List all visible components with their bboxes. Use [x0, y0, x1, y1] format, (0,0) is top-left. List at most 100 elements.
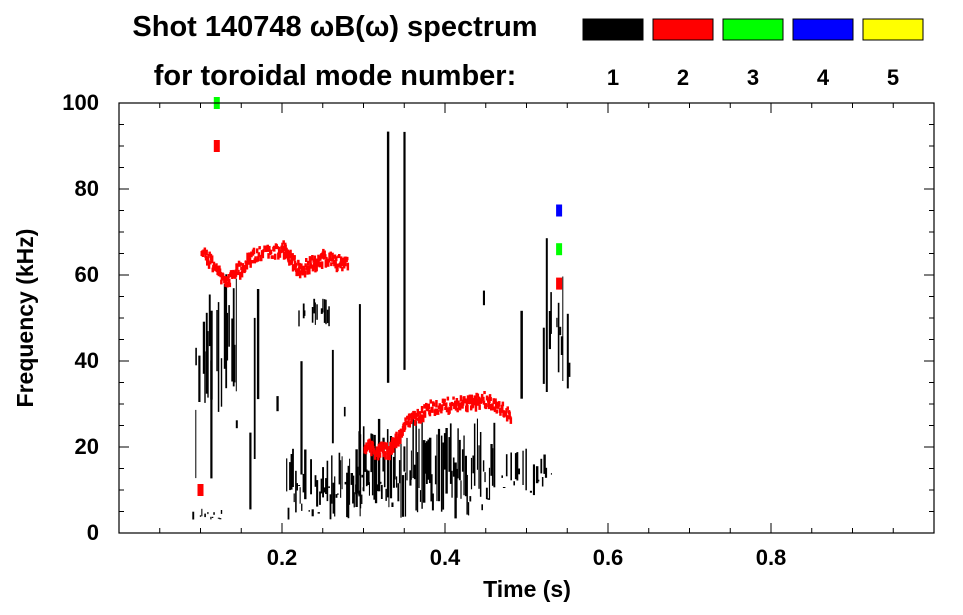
mode-1-streak [550, 473, 552, 475]
mode-1-streak [380, 484, 383, 499]
mode-1-streak [219, 518, 222, 520]
mode-1-streak [298, 310, 300, 327]
mode-1-region [192, 508, 223, 520]
mode-2-point [493, 406, 497, 413]
mode-1-streak [469, 496, 472, 502]
mode-2-point [501, 401, 505, 407]
mode-2-point [271, 255, 274, 259]
mode-1-streak [290, 454, 293, 490]
mode-2-point [245, 262, 249, 270]
mode-2-point [508, 411, 511, 420]
mode-2-point [320, 261, 324, 269]
mode-2-point [509, 417, 513, 424]
mode-2-point [370, 449, 373, 457]
mode-2-point [206, 257, 210, 265]
mode-1-streak [463, 435, 465, 496]
mode-2-point [267, 253, 270, 259]
mode-1-streak [436, 434, 438, 502]
mode-1-streak [365, 469, 368, 487]
mode-2-point [384, 453, 387, 460]
mode-2-point [429, 399, 432, 404]
mode-1-streak [510, 452, 512, 481]
mode-1-streak [362, 426, 365, 492]
mode-1-streak [343, 406, 346, 417]
mode-2-point [227, 274, 230, 278]
mode-2-point [452, 396, 455, 400]
mode-1-streak [445, 428, 448, 494]
mode-2-point [239, 271, 242, 280]
mode-1-streak [488, 467, 491, 500]
mode-2-point [420, 406, 424, 413]
mode-1-streak [532, 464, 535, 496]
mode-1-region [542, 238, 571, 392]
mode-1-region [195, 274, 237, 412]
mode-2-point [461, 399, 465, 406]
x-axis-label: Time (s) [483, 576, 571, 602]
mode-2-mark [213, 140, 220, 152]
mode-1-streak [355, 449, 358, 507]
mode-1-streak [454, 462, 457, 519]
mode-1-streak [543, 454, 546, 474]
mode-1-streak [235, 420, 238, 429]
mode-2-point [428, 409, 432, 417]
mode-1-streak [430, 474, 433, 502]
mode-2-point [488, 394, 492, 400]
mode-1-streak [544, 467, 548, 478]
mode-1-streak [437, 428, 441, 502]
mode-1-streak [341, 456, 343, 490]
mode-2-point [488, 399, 491, 404]
mode-1-streak [316, 480, 319, 507]
mode-2-point [466, 404, 469, 413]
mode-2-point [316, 259, 320, 266]
mode-1-streak [311, 509, 314, 517]
mode-2-point [346, 262, 350, 271]
mode-2-point [451, 402, 454, 407]
mode-2-point [329, 251, 332, 256]
mode-2-point [289, 254, 293, 259]
mode-1-streak [472, 455, 475, 474]
mode-2-point [237, 269, 240, 275]
mode-2-point [474, 404, 478, 412]
mode-1-streak [347, 465, 350, 519]
mode-1-streak [205, 312, 208, 394]
mode-1-streak [253, 317, 256, 459]
mode-1-streak [326, 460, 329, 502]
mode-2-point [364, 450, 368, 455]
mode-2-mark [556, 277, 563, 290]
mode-1-streak [231, 318, 234, 382]
mode-1-streak [479, 432, 482, 497]
mode-1-streak [413, 464, 417, 480]
mode-1-streak [464, 455, 467, 497]
mode-1-streak [301, 503, 303, 511]
mode-1-streak [323, 299, 326, 323]
legend-swatch-mode-3 [722, 18, 784, 41]
mode-1-region [195, 289, 361, 510]
mode-2-point [288, 259, 291, 266]
mode-2-point [498, 401, 501, 406]
mode-2-point [495, 409, 498, 414]
mode-1-streak [320, 478, 323, 494]
y-tick-label-40: 40 [75, 348, 99, 373]
mode-2-point [308, 266, 311, 275]
mode-1-streak [304, 449, 307, 500]
mode-1-streak [458, 439, 461, 481]
mode-2-point [372, 448, 376, 454]
mode-2-point [219, 271, 222, 278]
mode-2-point [385, 442, 388, 450]
mode-1-streak [541, 477, 544, 487]
mode-2-point [324, 254, 327, 258]
mode-2-point [380, 447, 383, 452]
mode-1-streak [559, 326, 562, 336]
mode-2-point [296, 271, 300, 276]
y-tick-label-60: 60 [75, 262, 99, 287]
mode-2-point [327, 261, 330, 267]
mode-1-streak [361, 494, 363, 504]
x-tick-label-0.4: 0.4 [430, 545, 461, 570]
mode-2-point [394, 441, 398, 449]
y-tick-label-0: 0 [87, 520, 99, 545]
mode-2-point [383, 441, 386, 450]
mode-1-streak [232, 288, 235, 387]
mode-2-point [260, 257, 263, 262]
mode-2-point [392, 445, 395, 453]
mode-2-point [346, 256, 349, 261]
